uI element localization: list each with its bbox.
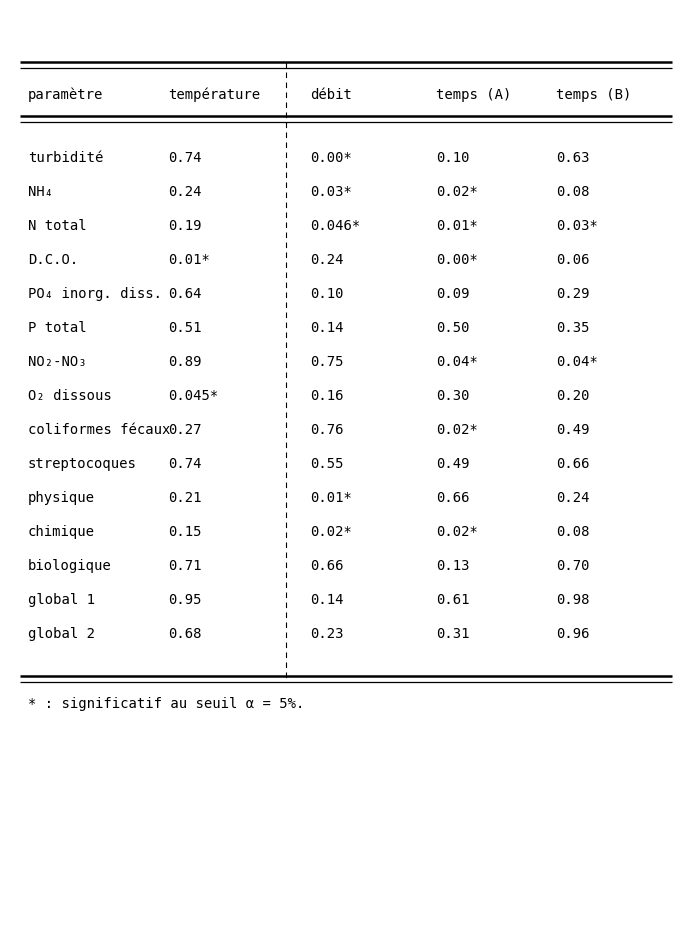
Text: turbidité: turbidité: [28, 151, 104, 165]
Text: 0.10: 0.10: [310, 287, 343, 301]
Text: 0.96: 0.96: [556, 627, 589, 641]
Text: 0.76: 0.76: [310, 423, 343, 437]
Text: 0.50: 0.50: [436, 321, 469, 335]
Text: 0.00*: 0.00*: [310, 151, 352, 165]
Text: température: température: [168, 88, 260, 102]
Text: 0.63: 0.63: [556, 151, 589, 165]
Text: global 2: global 2: [28, 627, 95, 641]
Text: 0.01*: 0.01*: [310, 491, 352, 505]
Text: P total: P total: [28, 321, 86, 335]
Text: 0.02*: 0.02*: [436, 525, 478, 539]
Text: 0.30: 0.30: [436, 389, 469, 403]
Text: 0.16: 0.16: [310, 389, 343, 403]
Text: temps (B): temps (B): [556, 88, 632, 102]
Text: 0.98: 0.98: [556, 593, 589, 607]
Text: 0.10: 0.10: [436, 151, 469, 165]
Text: coliformes fécaux: coliformes fécaux: [28, 423, 171, 437]
Text: débit: débit: [310, 88, 352, 102]
Text: 0.04*: 0.04*: [556, 355, 598, 369]
Text: 0.70: 0.70: [556, 559, 589, 573]
Text: PO₄ inorg. diss.: PO₄ inorg. diss.: [28, 287, 162, 301]
Text: 0.14: 0.14: [310, 593, 343, 607]
Text: biologique: biologique: [28, 559, 112, 573]
Text: 0.09: 0.09: [436, 287, 469, 301]
Text: 0.35: 0.35: [556, 321, 589, 335]
Text: 0.51: 0.51: [168, 321, 202, 335]
Text: 0.27: 0.27: [168, 423, 202, 437]
Text: paramètre: paramètre: [28, 88, 104, 102]
Text: 0.02*: 0.02*: [436, 185, 478, 199]
Text: 0.95: 0.95: [168, 593, 202, 607]
Text: 0.66: 0.66: [556, 457, 589, 471]
Text: global 1: global 1: [28, 593, 95, 607]
Text: 0.01*: 0.01*: [436, 219, 478, 233]
Text: NO₂-NO₃: NO₂-NO₃: [28, 355, 86, 369]
Text: 0.66: 0.66: [436, 491, 469, 505]
Text: 0.24: 0.24: [310, 253, 343, 267]
Text: 0.71: 0.71: [168, 559, 202, 573]
Text: 0.64: 0.64: [168, 287, 202, 301]
Text: 0.68: 0.68: [168, 627, 202, 641]
Text: 0.19: 0.19: [168, 219, 202, 233]
Text: temps (A): temps (A): [436, 88, 511, 102]
Text: 0.66: 0.66: [310, 559, 343, 573]
Text: 0.04*: 0.04*: [436, 355, 478, 369]
Text: 0.24: 0.24: [168, 185, 202, 199]
Text: 0.74: 0.74: [168, 457, 202, 471]
Text: chimique: chimique: [28, 525, 95, 539]
Text: 0.13: 0.13: [436, 559, 469, 573]
Text: 0.75: 0.75: [310, 355, 343, 369]
Text: 0.02*: 0.02*: [436, 423, 478, 437]
Text: 0.03*: 0.03*: [556, 219, 598, 233]
Text: 0.06: 0.06: [556, 253, 589, 267]
Text: * : significatif au seuil α = 5%.: * : significatif au seuil α = 5%.: [28, 697, 304, 711]
Text: 0.24: 0.24: [556, 491, 589, 505]
Text: 0.89: 0.89: [168, 355, 202, 369]
Text: 0.49: 0.49: [556, 423, 589, 437]
Text: O₂ dissous: O₂ dissous: [28, 389, 112, 403]
Text: NH₄: NH₄: [28, 185, 53, 199]
Text: 0.08: 0.08: [556, 185, 589, 199]
Text: 0.00*: 0.00*: [436, 253, 478, 267]
Text: 0.61: 0.61: [436, 593, 469, 607]
Text: 0.045*: 0.045*: [168, 389, 218, 403]
Text: 0.14: 0.14: [310, 321, 343, 335]
Text: 0.15: 0.15: [168, 525, 202, 539]
Text: 0.21: 0.21: [168, 491, 202, 505]
Text: 0.08: 0.08: [556, 525, 589, 539]
Text: 0.74: 0.74: [168, 151, 202, 165]
Text: 0.20: 0.20: [556, 389, 589, 403]
Text: N total: N total: [28, 219, 86, 233]
Text: 0.55: 0.55: [310, 457, 343, 471]
Text: 0.02*: 0.02*: [310, 525, 352, 539]
Text: streptocoques: streptocoques: [28, 457, 137, 471]
Text: 0.01*: 0.01*: [168, 253, 210, 267]
Text: 0.23: 0.23: [310, 627, 343, 641]
Text: 0.29: 0.29: [556, 287, 589, 301]
Text: 0.31: 0.31: [436, 627, 469, 641]
Text: 0.046*: 0.046*: [310, 219, 360, 233]
Text: 0.49: 0.49: [436, 457, 469, 471]
Text: D.C.O.: D.C.O.: [28, 253, 78, 267]
Text: 0.03*: 0.03*: [310, 185, 352, 199]
Text: physique: physique: [28, 491, 95, 505]
